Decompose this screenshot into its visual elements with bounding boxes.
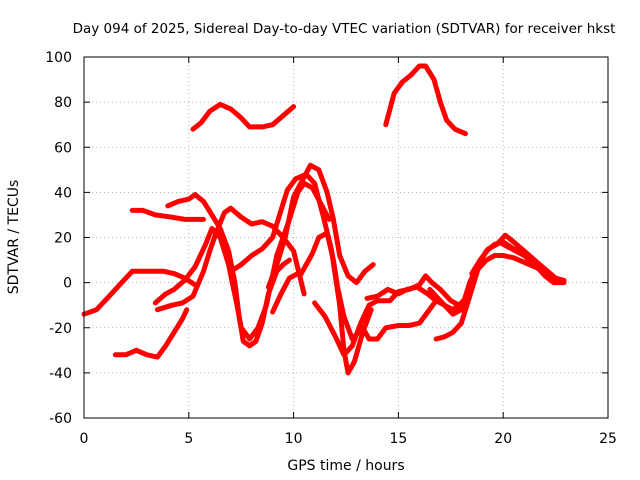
x-axis-label: GPS time / hours: [287, 458, 404, 474]
series-line-arc-8: [228, 171, 374, 376]
series-line-arc-7: [112, 307, 190, 360]
y-tick-label: 40: [54, 185, 72, 201]
y-tick-label: 100: [45, 50, 72, 66]
series-line-arc-18: [469, 232, 548, 277]
series-line-arc-4: [190, 101, 297, 132]
x-tick-label: 5: [184, 431, 193, 447]
y-tick-label: 20: [54, 231, 72, 247]
series-line-arc-14: [383, 63, 468, 137]
grid: [84, 57, 608, 418]
series-line-arc-12: [312, 273, 462, 358]
series-line-arc-1: [81, 268, 198, 317]
y-axis-label: SDTVAR / TECUs: [6, 180, 22, 295]
y-tick-label: 80: [54, 95, 72, 111]
series-layer: [81, 63, 567, 376]
series-line-arc-5: [154, 205, 307, 313]
chart-title: Day 094 of 2025, Sidereal Day-to-day VTE…: [73, 21, 616, 37]
series-line-arc-17: [496, 239, 565, 286]
y-tick-label: -40: [49, 366, 72, 382]
x-tick-label: 20: [494, 431, 512, 447]
series-line-arc-9: [270, 271, 301, 315]
x-tick-label: 15: [389, 431, 407, 447]
y-tick-label: -20: [49, 321, 72, 337]
x-tick-label: 25: [599, 431, 617, 447]
series-line-arc-13: [364, 284, 473, 313]
x-tick-label: 0: [80, 431, 89, 447]
y-tick-label: -60: [49, 411, 72, 427]
x-tick-label: 10: [285, 431, 303, 447]
series-line-arc-2: [129, 207, 206, 222]
series-line-arc-10: [265, 162, 376, 290]
axis-ticks: 0 5 10 15 20 25 -60 -40 -20 0 20 40 60 80 100: [45, 50, 617, 447]
y-tick-label: 0: [63, 276, 72, 292]
y-tick-label: 60: [54, 140, 72, 156]
